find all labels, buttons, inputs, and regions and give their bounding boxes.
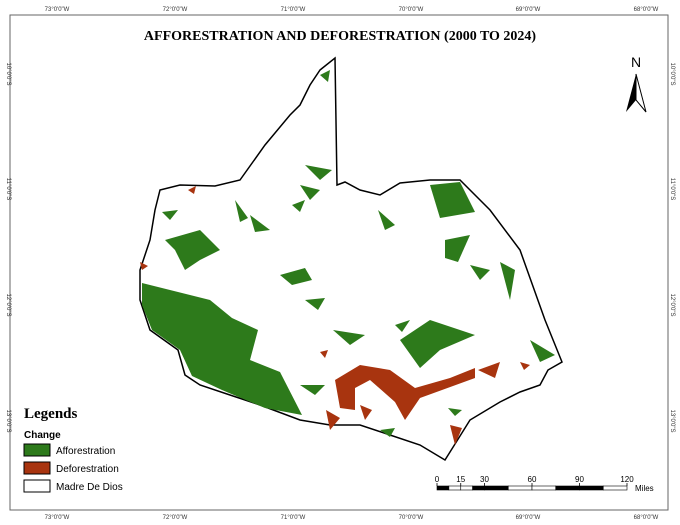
longitude-label: 69°0'0"W (516, 7, 541, 13)
scale-segment (436, 485, 450, 491)
afforestation-patches (142, 70, 555, 437)
scale-segment (579, 485, 604, 491)
legend-swatch (23, 461, 51, 475)
deforestation-patches (140, 186, 530, 445)
latitude-label: 10°0'0"S (5, 62, 11, 85)
longitude-label: 73°0'0"W (45, 515, 70, 521)
scale-segment (472, 485, 485, 491)
scale-tick-label: 120 (620, 475, 634, 484)
latitude-label: 11°0'0"S (5, 178, 11, 201)
latitude-label: 13°0'0"S (5, 409, 11, 432)
scale-tick-label: 30 (480, 475, 489, 484)
scale-segment (507, 485, 533, 491)
longitude-label: 70°0'0"W (399, 7, 424, 13)
longitude-label: 68°0'0"W (634, 7, 659, 13)
longitude-label: 68°0'0"W (634, 515, 659, 521)
legend-swatch (23, 479, 51, 493)
legend-label: Afforestration (56, 446, 115, 457)
longitude-label: 72°0'0"W (163, 515, 188, 521)
legend-title: Legends (24, 406, 78, 422)
legend-swatch (23, 443, 51, 457)
latitude-label: 11°0'0"S (669, 178, 675, 201)
longitude-label: 71°0'0"W (281, 515, 306, 521)
north-arrow: N (626, 54, 647, 113)
north-label: N (631, 54, 641, 70)
scale-tick-label: 15 (456, 475, 465, 484)
map-title: AFFORESTRATION AND DEFORESTRATION (2000 … (144, 29, 537, 44)
legend: Legends Change Afforestration Deforestrat… (23, 406, 123, 493)
scale-unit: Miles (635, 484, 654, 493)
scale-segment (448, 485, 462, 491)
scale-segment (555, 485, 580, 491)
scale-segment (460, 485, 473, 491)
latitude-label: 12°0'0"S (5, 293, 11, 316)
scale-tick-label: 60 (528, 475, 537, 484)
latitude-label: 10°0'0"S (669, 62, 675, 85)
scale-segment (531, 485, 557, 491)
scale-segment (602, 485, 628, 491)
longitude-label: 72°0'0"W (163, 7, 188, 13)
scale-tick-label: 90 (575, 475, 584, 484)
longitude-label: 69°0'0"W (516, 515, 541, 521)
region (139, 56, 563, 462)
longitude-label: 71°0'0"W (281, 7, 306, 13)
scale-segment (484, 485, 509, 491)
latitude-label: 13°0'0"S (669, 409, 675, 432)
scale-tick-label: 0 (435, 475, 440, 484)
longitude-label: 70°0'0"W (399, 515, 424, 521)
latitude-label: 12°0'0"S (669, 293, 675, 316)
longitude-label: 73°0'0"W (45, 7, 70, 13)
legend-label: Deforestration (56, 464, 119, 475)
legend-subtitle: Change (24, 430, 61, 441)
legend-label: Madre De Dios (56, 482, 123, 493)
